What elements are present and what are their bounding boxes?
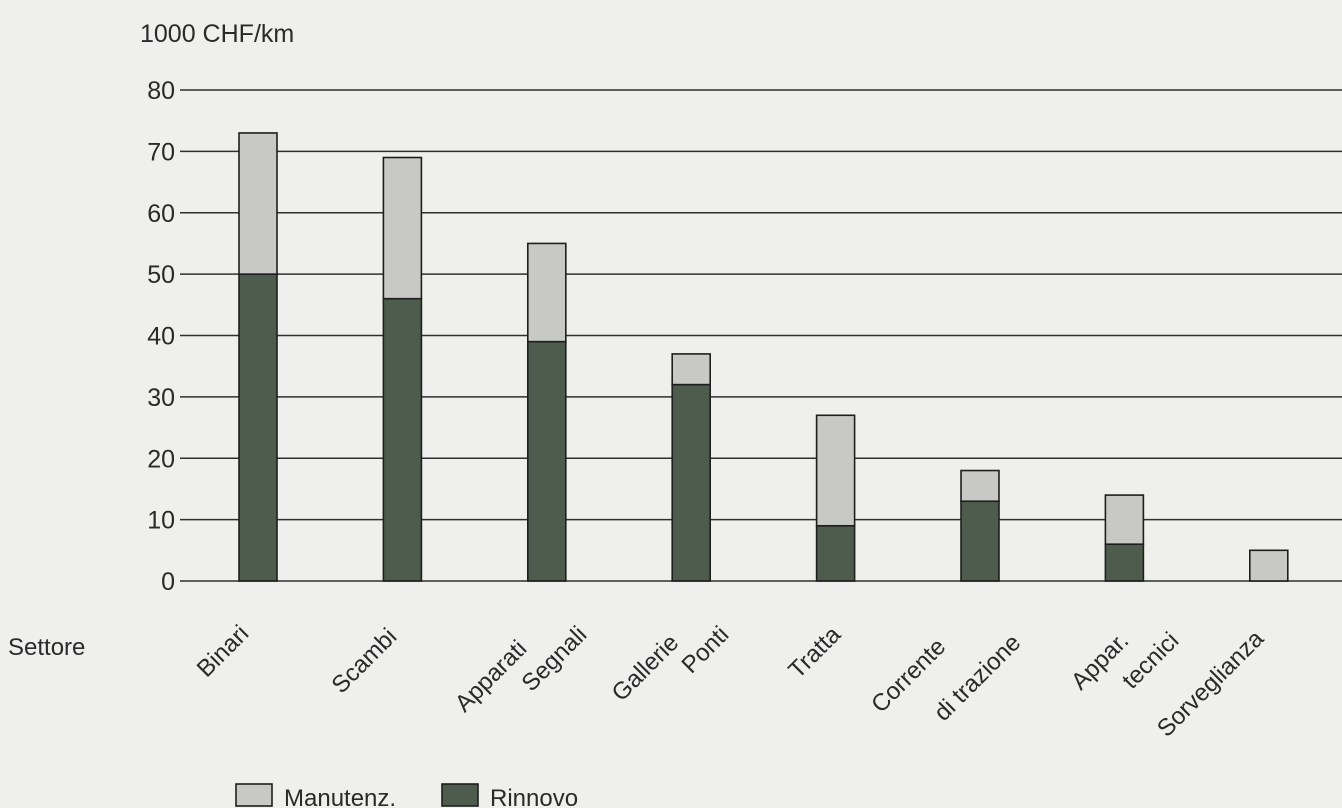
- bar-manutenz: [960, 469, 1000, 503]
- legend-label: Rinnovo: [490, 785, 578, 808]
- bar-manutenz: [238, 132, 278, 275]
- bar-rinnovo: [238, 273, 278, 582]
- bar-rinnovo: [815, 524, 856, 582]
- x-axis-label: Settore: [8, 634, 85, 661]
- bar-rinnovo: [526, 340, 567, 582]
- y-tick-label: 80: [147, 77, 175, 105]
- x-category-label: di trazione: [929, 629, 1026, 726]
- bar-manutenz: [815, 414, 856, 527]
- y-tick-label: 30: [147, 384, 175, 412]
- y-tick-label: 0: [161, 568, 175, 596]
- x-category-label: tecnici: [1117, 627, 1184, 694]
- bar-rinnovo: [960, 500, 1000, 582]
- bars: [238, 132, 1289, 582]
- legend-swatch: [441, 783, 479, 807]
- y-unit-label: 1000 CHF/km: [140, 20, 294, 48]
- y-axis-ticks: 0 10 20 30 40 50 60 70 80: [147, 77, 175, 596]
- bar-manutenz: [671, 353, 712, 386]
- y-tick-label: 10: [147, 507, 175, 535]
- x-category-label: Binari: [192, 620, 254, 682]
- y-tick-label: 50: [147, 261, 175, 289]
- y-tick-label: 60: [147, 200, 175, 228]
- bar-manutenz: [382, 156, 423, 300]
- legend: Manutenz. Rinnovo: [235, 783, 578, 808]
- gridlines: [180, 89, 1342, 582]
- y-tick-label: 40: [147, 323, 175, 351]
- x-category-label: Scambi: [327, 623, 403, 699]
- bar-manutenz: [1104, 494, 1145, 545]
- y-tick-label: 20: [147, 445, 175, 473]
- bar-rinnovo: [671, 383, 712, 582]
- legend-swatch: [235, 783, 273, 807]
- x-category-label: Segnali: [517, 621, 593, 697]
- y-tick-label: 70: [147, 138, 175, 166]
- legend-label: Manutenz.: [284, 785, 396, 808]
- bar-manutenz: [1249, 549, 1289, 582]
- x-category-label: Ponti: [676, 621, 734, 679]
- x-category-label: Gallerie: [607, 629, 685, 707]
- x-category-label: Appar.: [1066, 627, 1134, 695]
- x-category-label: Tratta: [783, 621, 846, 684]
- bar-rinnovo: [382, 297, 423, 582]
- bar-rinnovo: [1104, 543, 1145, 582]
- bar-manutenz: [526, 242, 567, 343]
